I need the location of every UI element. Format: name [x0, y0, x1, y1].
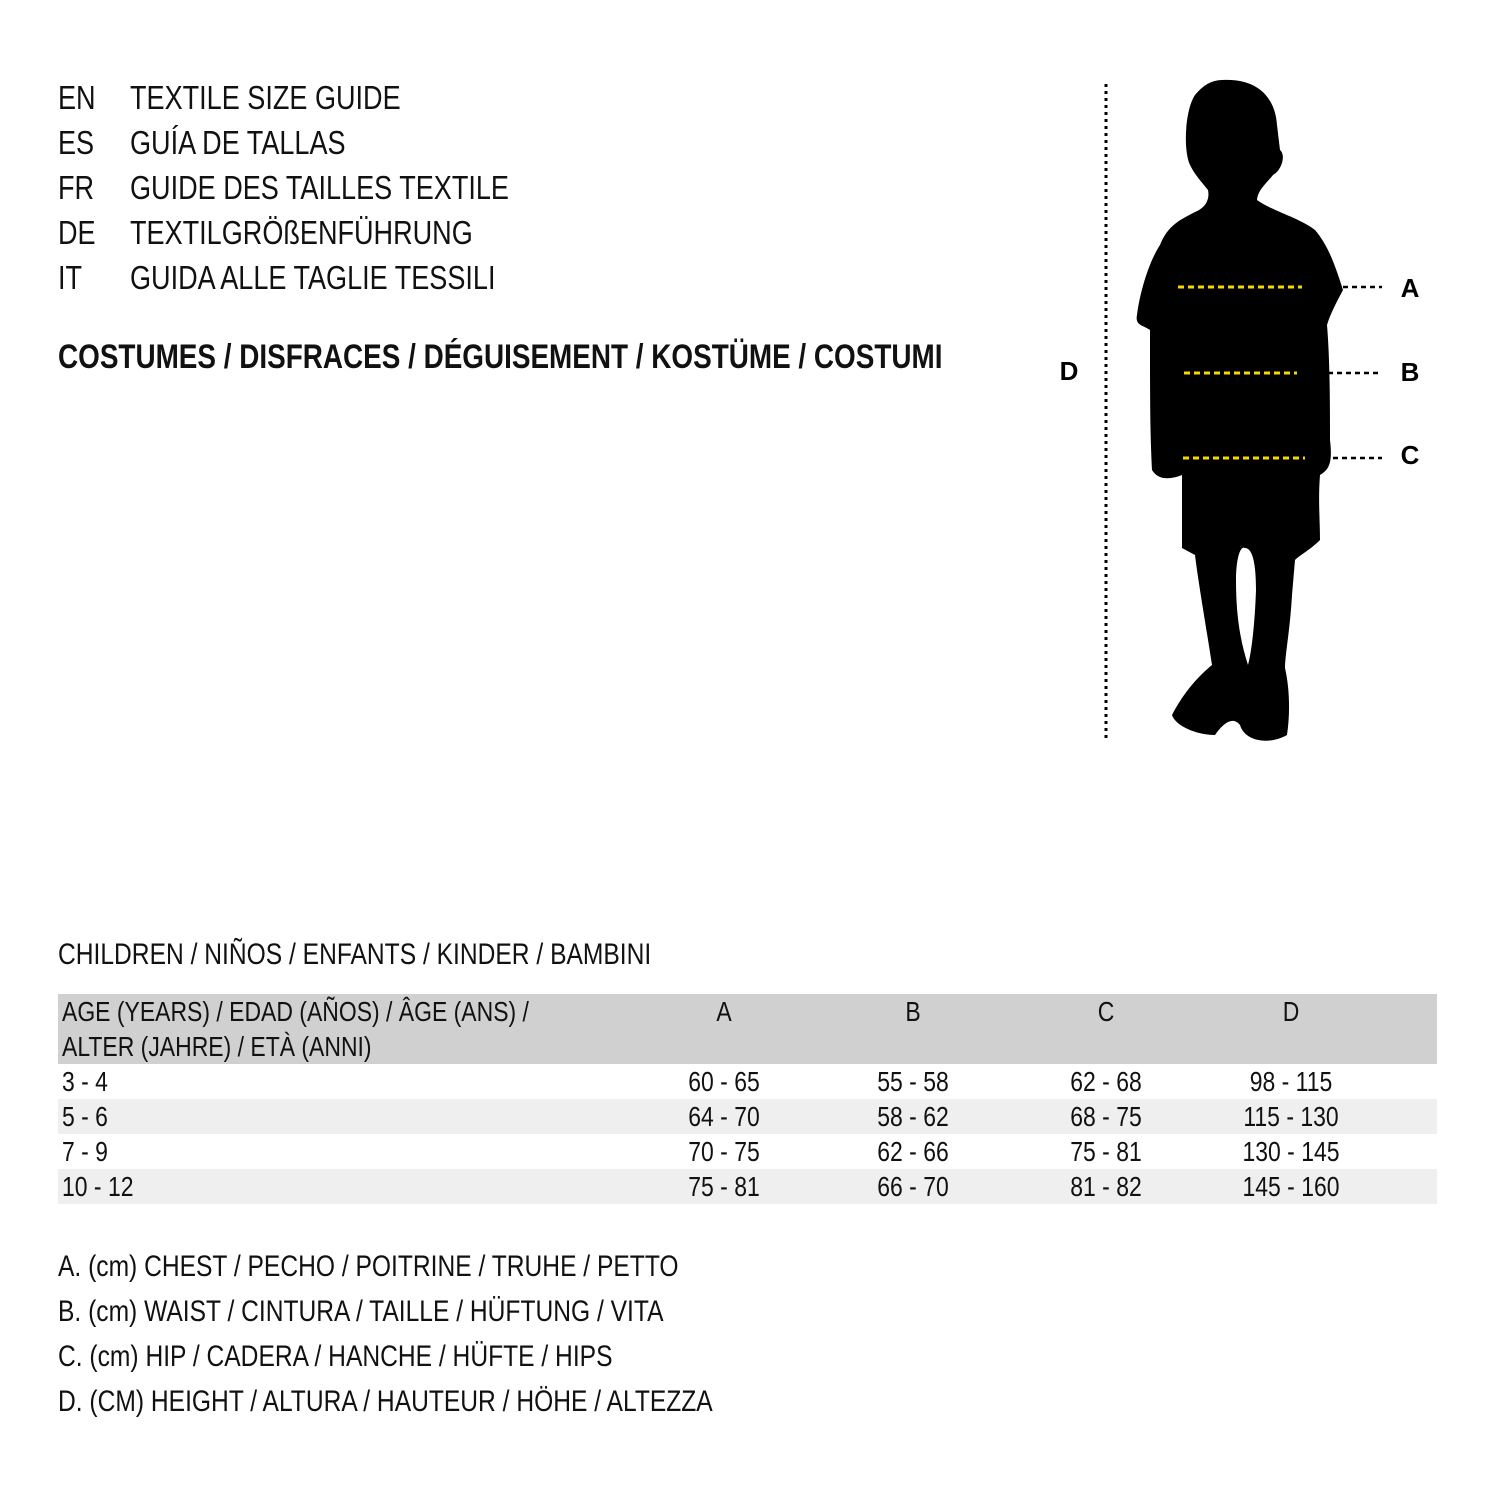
header-age: AGE (YEARS) / EDAD (AÑOS) / ÂGE (ANS) / A…	[62, 994, 631, 1064]
cell-c-text: 68 - 75	[1070, 1101, 1142, 1132]
cell-d: 98 - 115	[1241, 1064, 1342, 1099]
cell-age-text: 5 - 6	[62, 1101, 108, 1132]
cell-age: 5 - 6	[62, 1099, 118, 1134]
cell-a-text: 64 - 70	[688, 1101, 760, 1132]
section-title-text: CHILDREN / NIÑOS / ENFANTS / KINDER / BA…	[58, 938, 652, 971]
cell-d-text: 145 - 160	[1242, 1171, 1340, 1202]
legend-a: A. (cm) CHEST / PECHO / POITRINE / TRUHE…	[58, 1250, 815, 1284]
cell-b-text: 58 - 62	[877, 1101, 949, 1132]
legend-c-text: C. (cm) HIP / CADERA / HANCHE / HÜFTE / …	[58, 1340, 613, 1373]
cell-c: 75 - 81	[1062, 1134, 1149, 1169]
table-row: 3 - 4 60 - 65 55 - 58 62 - 68 98 - 115	[58, 1064, 1437, 1099]
cell-age: 7 - 9	[62, 1134, 118, 1169]
header-b: B	[904, 994, 923, 1029]
cell-b-text: 55 - 58	[877, 1066, 949, 1097]
cell-age: 3 - 4	[62, 1064, 118, 1099]
lang-code: IT	[58, 259, 83, 296]
cell-b: 66 - 70	[869, 1169, 956, 1204]
table-row: 7 - 9 70 - 75 62 - 66 75 - 81 130 - 145	[58, 1134, 1437, 1169]
child-silhouette-figure: D A B C	[1060, 79, 1420, 742]
legend-a-text: A. (cm) CHEST / PECHO / POITRINE / TRUHE…	[58, 1250, 679, 1283]
header-age-line1: AGE (YEARS) / EDAD (AÑOS) / ÂGE (ANS) /	[62, 996, 529, 1027]
legend-b: B. (cm) WAIST / CINTURA / TAILLE / HÜFTU…	[58, 1295, 796, 1329]
cell-b-text: 62 - 66	[877, 1136, 949, 1167]
cell-a: 70 - 75	[680, 1134, 767, 1169]
table-row: 10 - 12 75 - 81 66 - 70 81 - 82 145 - 160	[58, 1169, 1437, 1204]
cell-a: 64 - 70	[680, 1099, 767, 1134]
legend-c: C. (cm) HIP / CADERA / HANCHE / HÜFTE / …	[58, 1340, 734, 1374]
cell-c-text: 62 - 68	[1070, 1066, 1142, 1097]
subtitle-text: COSTUMES / DISFRACES / DÉGUISEMENT / KOS…	[58, 338, 943, 376]
cell-a: 75 - 81	[680, 1169, 767, 1204]
cell-age-text: 7 - 9	[62, 1136, 108, 1167]
cell-d-text: 98 - 115	[1249, 1066, 1333, 1097]
cell-a-text: 75 - 81	[688, 1171, 760, 1202]
header-a: A	[715, 994, 734, 1029]
child-silhouette-icon	[1136, 79, 1343, 741]
cell-d-text: 130 - 145	[1242, 1136, 1340, 1167]
header-a-text: A	[716, 996, 732, 1027]
lang-title: GUIDA ALLE TAGLIE TESSILI	[130, 259, 496, 296]
cell-c: 62 - 68	[1062, 1064, 1149, 1099]
cell-b-text: 66 - 70	[877, 1171, 949, 1202]
cell-c-text: 81 - 82	[1070, 1171, 1142, 1202]
cell-age: 10 - 12	[62, 1169, 149, 1204]
cell-a: 60 - 65	[680, 1064, 767, 1099]
label-c: C	[1401, 440, 1420, 470]
size-table: AGE (YEARS) / EDAD (AÑOS) / ÂGE (ANS) / A…	[58, 994, 1437, 1204]
header-age-line2: ALTER (JAHRE) / ETÀ (ANNI)	[62, 1031, 372, 1062]
table-header: AGE (YEARS) / EDAD (AÑOS) / ÂGE (ANS) / A…	[58, 994, 1437, 1064]
lang-code: DE	[58, 214, 96, 251]
cell-a-text: 70 - 75	[688, 1136, 760, 1167]
label-b: B	[1401, 357, 1420, 387]
legend-d-text: D. (CM) HEIGHT / ALTURA / HAUTEUR / HÖHE…	[58, 1385, 713, 1418]
cell-a-text: 60 - 65	[688, 1066, 760, 1097]
cell-c: 81 - 82	[1062, 1169, 1149, 1204]
lang-title: TEXTILGRÖßENFÜHRUNG	[130, 214, 473, 251]
cell-b: 62 - 66	[869, 1134, 956, 1169]
section-title: CHILDREN / NIÑOS / ENFANTS / KINDER / BA…	[58, 938, 781, 972]
lang-title: TEXTILE SIZE GUIDE	[130, 79, 401, 116]
cell-d: 115 - 130	[1233, 1099, 1349, 1134]
lang-title: GUÍA DE TALLAS	[130, 124, 346, 161]
cell-d: 145 - 160	[1232, 1169, 1350, 1204]
cell-c: 68 - 75	[1062, 1099, 1149, 1134]
header-d-text: D	[1282, 996, 1300, 1027]
lang-title: GUIDE DES TAILLES TEXTILE	[130, 169, 509, 206]
cell-age-text: 3 - 4	[62, 1066, 108, 1097]
cell-d: 130 - 145	[1232, 1134, 1350, 1169]
header-b-text: B	[905, 996, 921, 1027]
lang-code: EN	[58, 79, 96, 116]
lang-code: FR	[58, 169, 95, 206]
cell-age-text: 10 - 12	[62, 1171, 134, 1202]
label-d: D	[1060, 356, 1079, 386]
header-d: D	[1281, 994, 1301, 1029]
table-row: 5 - 6 64 - 70 58 - 62 68 - 75 115 - 130	[58, 1099, 1437, 1134]
subtitle: COSTUMES / DISFRACES / DÉGUISEMENT / KOS…	[58, 338, 1137, 377]
cell-c-text: 75 - 81	[1070, 1136, 1142, 1167]
header-c-text: C	[1097, 996, 1115, 1027]
cell-b: 55 - 58	[869, 1064, 956, 1099]
cell-d-text: 115 - 130	[1243, 1101, 1339, 1132]
lang-code: ES	[58, 124, 95, 161]
label-a: A	[1401, 273, 1420, 303]
header-c: C	[1096, 994, 1116, 1029]
cell-b: 58 - 62	[869, 1099, 956, 1134]
legend-b-text: B. (cm) WAIST / CINTURA / TAILLE / HÜFTU…	[58, 1295, 664, 1328]
legend-d: D. (CM) HEIGHT / ALTURA / HAUTEUR / HÖHE…	[58, 1385, 856, 1419]
